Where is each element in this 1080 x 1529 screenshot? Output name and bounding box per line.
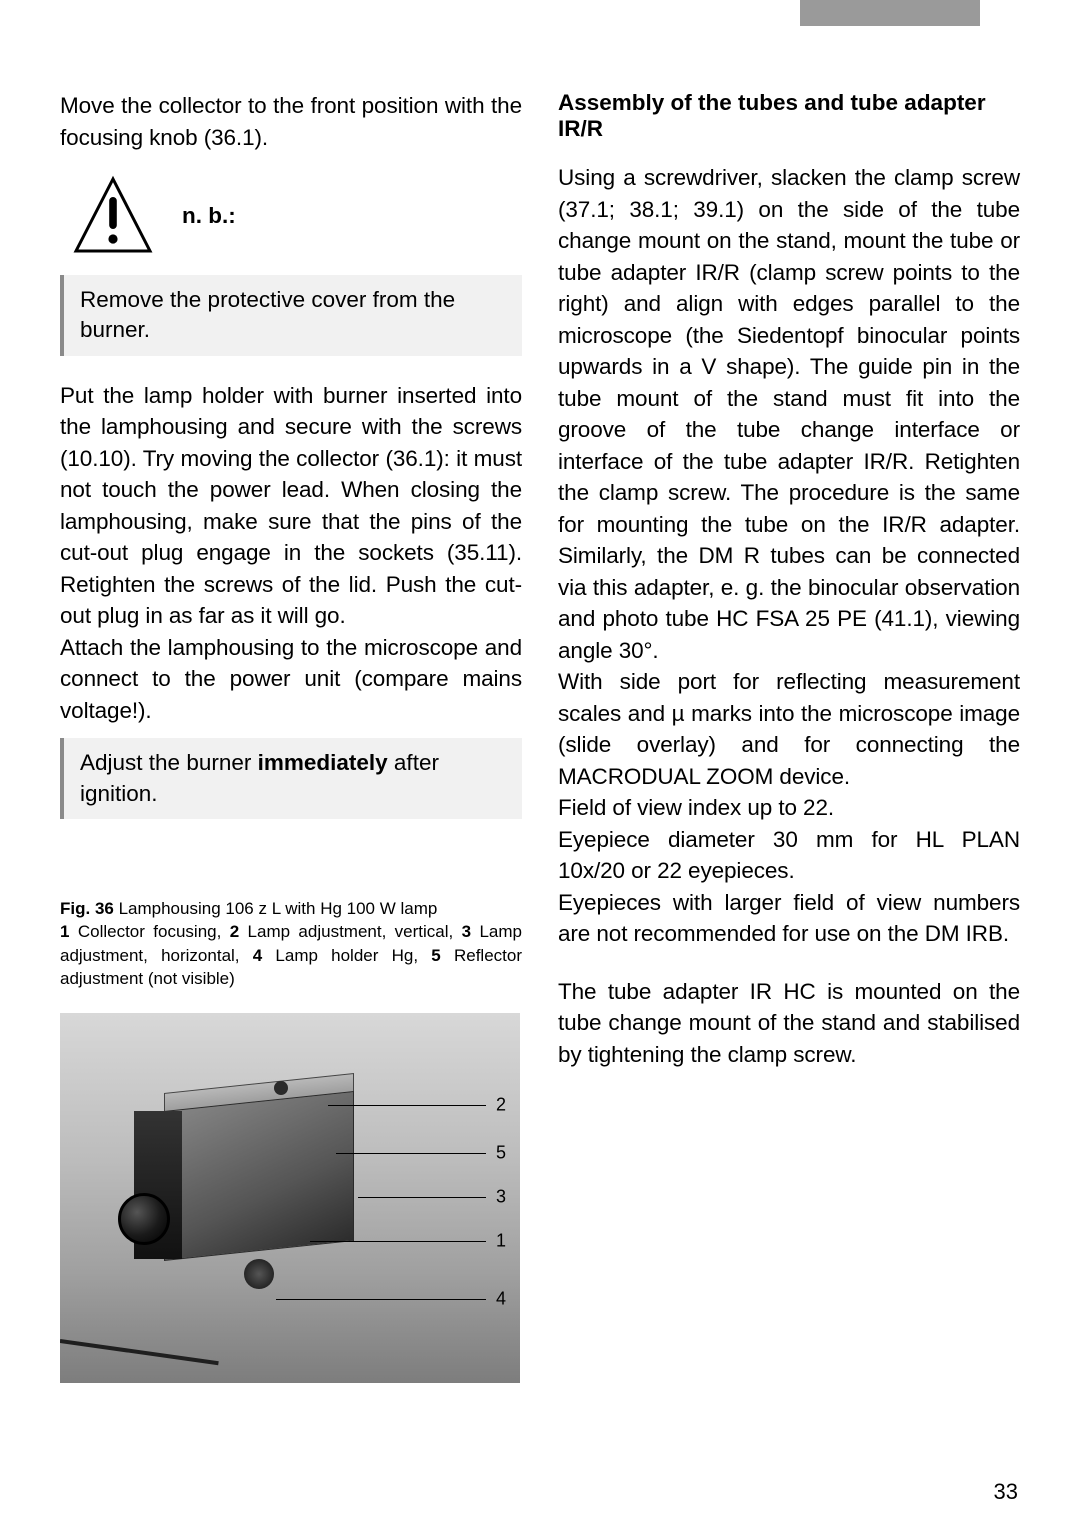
right-column: Assembly of the tubes and tube adapter I… (558, 90, 1020, 1489)
figure-title: Lamphousing 106 z L with Hg 100 W lamp (114, 899, 438, 918)
warning-icon (72, 175, 154, 257)
section-heading: Assembly of the tubes and tube adapter I… (558, 90, 1020, 142)
paragraph: Eyepiece diameter 30 mm for HL PLAN 10x/… (558, 824, 1020, 887)
page-content: Move the collector to the front position… (60, 90, 1020, 1489)
legend-num: 2 (230, 922, 239, 941)
nb-label: n. b.: (182, 203, 236, 229)
callout-number: 3 (496, 1186, 506, 1207)
callout-text: Adjust the burner (80, 750, 258, 775)
paragraph: Eyepieces with larger field of view numb… (558, 887, 1020, 950)
paragraph: Attach the lamphousing to the microscope… (60, 632, 522, 727)
leader-line (358, 1197, 486, 1198)
legend-text: Collector focusing, (69, 922, 229, 941)
paragraph: Put the lamp holder with burner inserted… (60, 380, 522, 632)
figure-label: Fig. 36 (60, 899, 114, 918)
paragraph: Using a screwdriver, slacken the clamp s… (558, 162, 1020, 666)
figure-36-image: 2 5 3 1 4 (60, 1013, 520, 1383)
leader-line (328, 1105, 486, 1106)
paragraph: With side port for reflecting measuremen… (558, 666, 1020, 792)
lamphousing-illustration (124, 1083, 374, 1303)
leader-line (276, 1299, 486, 1300)
paragraph: Move the collector to the front position… (60, 90, 522, 153)
warning-row: n. b.: (72, 175, 522, 257)
legend-text: Lamp adjustment, vertical, (239, 922, 461, 941)
leader-line (310, 1241, 486, 1242)
callout-remove-cover: Remove the protective cover from the bur… (60, 275, 522, 356)
callout-number: 5 (496, 1142, 506, 1163)
callout-number: 4 (496, 1288, 506, 1309)
page-number: 33 (994, 1479, 1018, 1505)
callout-bold: immediately (258, 750, 388, 775)
callout-number: 2 (496, 1094, 506, 1115)
leader-line (336, 1153, 486, 1154)
paragraph: Field of view index up to 22. (558, 792, 1020, 824)
paragraph: The tube adapter IR HC is mounted on the… (558, 976, 1020, 1071)
legend-num: 3 (462, 922, 471, 941)
figure-caption: Fig. 36 Lamphousing 106 z L with Hg 100 … (60, 897, 522, 991)
legend-num: 4 (253, 946, 262, 965)
callout-number: 1 (496, 1230, 506, 1251)
left-column: Move the collector to the front position… (60, 90, 522, 1489)
legend-num: 5 (431, 946, 440, 965)
legend-text: Lamp holder Hg, (262, 946, 431, 965)
callout-adjust-burner: Adjust the burner immediately after igni… (60, 738, 522, 819)
header-tab-bar (800, 0, 980, 26)
